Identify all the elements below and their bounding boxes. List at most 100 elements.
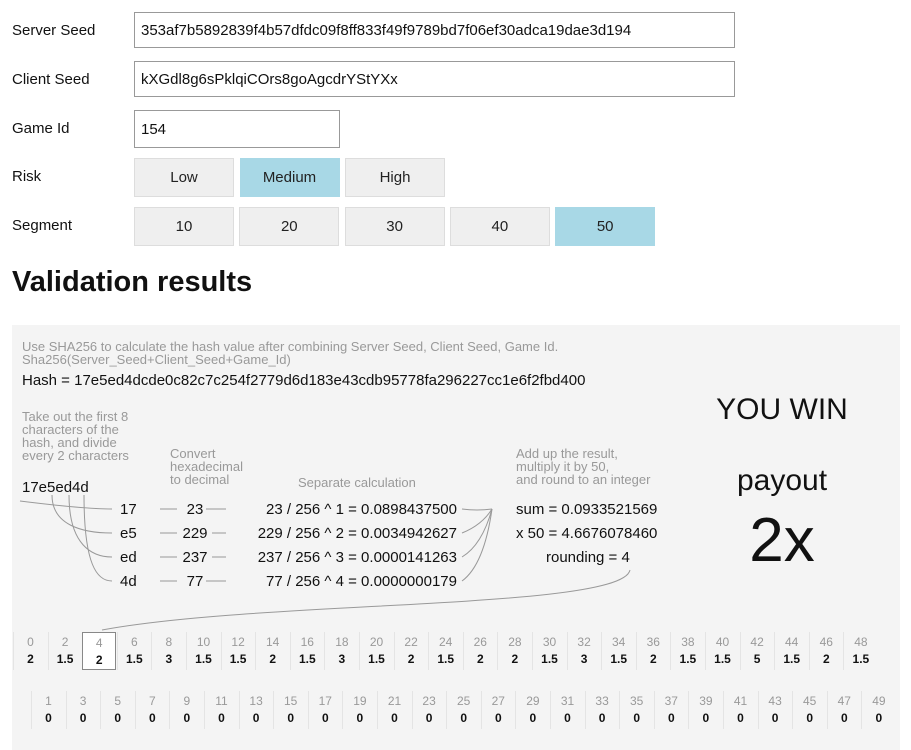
segment-multiplier: 1.5	[229, 652, 247, 666]
segment-number: 6	[130, 635, 138, 649]
segment-cell: 47 0	[826, 691, 861, 729]
risk-label: Risk	[12, 168, 42, 185]
client-seed-input[interactable]	[134, 61, 735, 97]
hex-pair: e5	[120, 525, 137, 542]
segment-number: 19	[353, 694, 367, 708]
segment-number: 24	[439, 635, 453, 649]
segment-multiplier: 0	[737, 711, 744, 725]
segment-option-button[interactable]: 30	[344, 207, 445, 246]
segment-multiplier: 2	[511, 652, 519, 666]
calculation: 23 / 256 ^ 1 = 0.0898437500	[266, 501, 457, 518]
segment-multiplier: 0	[183, 711, 191, 725]
segment-cell: 16 1.5	[289, 632, 324, 670]
segment-cell: 44 1.5	[774, 632, 808, 670]
segment-multiplier: 0	[114, 711, 122, 725]
segment-cell: 24 1.5	[428, 632, 462, 670]
segment-cell: 29 0	[515, 691, 549, 729]
client-seed-label: Client Seed	[12, 71, 90, 88]
segment-cell: 31 0	[550, 691, 584, 729]
segment-number: 5	[114, 694, 122, 708]
segment-number: 17	[318, 694, 332, 708]
segment-multiplier: 0	[529, 711, 537, 725]
segment-multiplier: 0	[564, 711, 571, 725]
segment-number: 26	[473, 635, 487, 649]
segment-number: 44	[785, 635, 799, 649]
segment-multiplier: 0	[598, 711, 606, 725]
segment-number: 14	[266, 635, 280, 649]
decimal-value: 237	[182, 549, 208, 566]
segment-option-button[interactable]: 20	[239, 207, 340, 246]
segment-cell: 21 0	[377, 691, 411, 729]
segment-multiplier: 1.5	[368, 652, 385, 666]
segment-cell: 32 3	[566, 632, 601, 670]
segment-cell: 42 5	[739, 632, 774, 670]
segment-cell: 43 0	[757, 691, 792, 729]
segment-number: 22	[404, 635, 418, 649]
segment-cell: 15 0	[273, 691, 307, 729]
step2-text: Convert hexadecimal to decimal	[170, 446, 243, 487]
segment-cell: 6 1.5	[116, 632, 151, 670]
segment-number: 4	[95, 636, 103, 650]
segment-number: 30	[542, 635, 557, 649]
hex-pair: 4d	[120, 573, 137, 590]
segment-option-button[interactable]: 50	[555, 207, 656, 246]
segment-number: 18	[335, 635, 349, 649]
segment-multiplier: 2	[27, 652, 34, 666]
game-id-input[interactable]	[134, 110, 340, 148]
intro-text: Use SHA256 to calculate the hash value a…	[22, 339, 559, 354]
segment-cell: 11 0	[204, 691, 238, 729]
segment-number: 28	[508, 635, 522, 649]
segment-number: 33	[595, 694, 609, 708]
segment-number: 36	[646, 635, 660, 649]
segment-multiplier: 2	[269, 652, 277, 666]
segment-multiplier: 0	[218, 711, 225, 725]
validation-panel: Use SHA256 to calculate the hash value a…	[12, 325, 900, 750]
server-seed-input[interactable]	[134, 12, 735, 48]
hex-pair: 17	[120, 501, 137, 518]
segment-number: 45	[803, 694, 817, 708]
payout-label: payout	[736, 464, 828, 497]
segment-cell: 23 0	[411, 691, 446, 729]
formula-text: Sha256(Server_Seed+Client_Seed+Game_Id)	[22, 352, 291, 367]
hex-pair: ed	[120, 549, 137, 566]
calculation: 77 / 256 ^ 4 = 0.0000000179	[266, 573, 457, 590]
risk-option-button[interactable]: Medium	[239, 158, 340, 197]
segment-multiplier: 0	[771, 711, 779, 725]
segment-cell: 37 0	[653, 691, 688, 729]
segment-number: 35	[630, 694, 644, 708]
segment-number: 0	[27, 635, 34, 649]
segment-option-button[interactable]: 10	[134, 207, 234, 246]
segment-multiplier: 1.5	[714, 652, 731, 666]
segment-multiplier: 0	[702, 711, 710, 725]
segment-cell: 12 1.5	[220, 632, 255, 670]
segment-multiplier: 0	[252, 711, 260, 725]
segment-multiplier: 3	[165, 652, 173, 666]
decimal-value: 23	[186, 501, 204, 518]
segment-number: 16	[300, 635, 314, 649]
segment-number: 3	[79, 694, 87, 708]
segment-number: 27	[491, 694, 505, 708]
segment-number: 13	[249, 694, 263, 708]
segment-cell: 27 0	[480, 691, 515, 729]
segment-cell: 18 3	[324, 632, 358, 670]
segment-multiplier: 0	[148, 711, 156, 725]
segment-cell: 40 1.5	[705, 632, 739, 670]
segment-multiplier: 0	[321, 711, 329, 725]
segment-multiplier: 0	[391, 711, 398, 725]
segment-multiplier: 1.5	[852, 652, 870, 666]
segment-cell: 46 2	[808, 632, 843, 670]
risk-option-button[interactable]: High	[345, 158, 445, 197]
risk-option-button[interactable]: Low	[134, 158, 234, 197]
segment-number: 47	[837, 694, 851, 708]
segment-option-button[interactable]: 40	[449, 207, 550, 246]
segment-multiplier: 0	[840, 711, 848, 725]
segment-multiplier: 1.5	[437, 652, 455, 666]
segment-cell: 45 0	[792, 691, 826, 729]
segment-cell: 30 1.5	[532, 632, 566, 670]
segment-cell: 38 1.5	[670, 632, 704, 670]
segment-multiplier: 0	[356, 711, 364, 725]
